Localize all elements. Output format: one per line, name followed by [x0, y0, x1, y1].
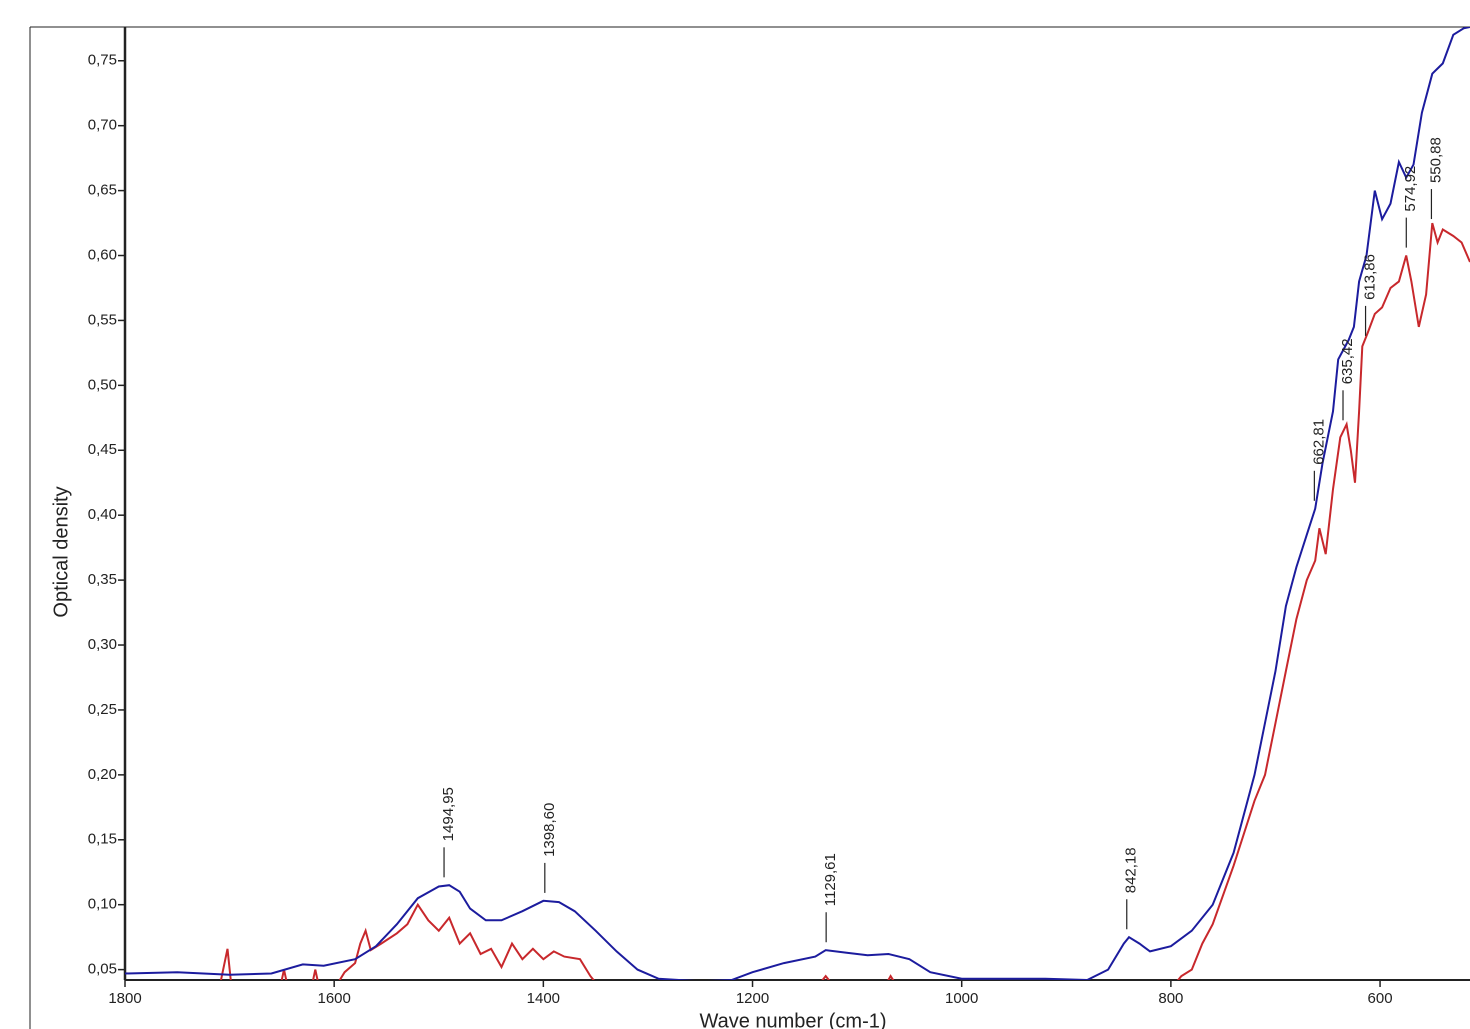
x-tick-label: 1800 — [108, 990, 141, 1007]
peak-label: 1129,61 — [822, 853, 839, 906]
peak-label: 662,81 — [1310, 419, 1327, 465]
y-tick-label: 0,75 — [88, 52, 117, 69]
y-tick-label: 0,70 — [88, 117, 117, 134]
y-tick-label: 0,30 — [88, 636, 117, 653]
x-tick-label: 800 — [1158, 990, 1183, 1007]
peak-label: 1494,95 — [440, 787, 457, 841]
x-tick-label: 1400 — [527, 990, 560, 1007]
y-tick-label: 0,60 — [88, 246, 117, 263]
y-tick-label: 0,55 — [88, 311, 117, 328]
peak-label: 1398,60 — [541, 803, 558, 857]
spectrum-line — [219, 222, 1470, 980]
y-tick-label: 0,20 — [88, 766, 117, 783]
x-tick-label: 1200 — [736, 990, 769, 1007]
y-tick-label: 0,50 — [88, 376, 117, 393]
y-tick-label: 0,15 — [88, 831, 117, 848]
y-tick-label: 0,35 — [88, 571, 117, 588]
peak-label: 613,86 — [1362, 254, 1379, 300]
spectrum-line — [125, 27, 1470, 980]
y-tick-label: 0,25 — [88, 701, 117, 718]
x-tick-label: 600 — [1368, 990, 1393, 1007]
y-axis-label: Optical density — [50, 486, 72, 617]
y-tick-label: 0,65 — [88, 182, 117, 199]
x-axis-label: Wave number (cm-1) — [699, 1010, 886, 1029]
x-tick-label: 1000 — [945, 990, 978, 1007]
y-tick-label: 0,45 — [88, 441, 117, 458]
x-tick-label: 1600 — [317, 990, 350, 1007]
y-tick-label: 0,05 — [88, 961, 117, 978]
plot-area — [125, 27, 1470, 980]
peak-label: 635,42 — [1339, 338, 1356, 384]
peak-label: 842,18 — [1123, 847, 1140, 893]
peak-label: 550,88 — [1427, 137, 1444, 183]
peak-label: 574,92 — [1402, 166, 1419, 212]
y-tick-label: 0,40 — [88, 506, 117, 523]
y-tick-label: 0,10 — [88, 896, 117, 913]
